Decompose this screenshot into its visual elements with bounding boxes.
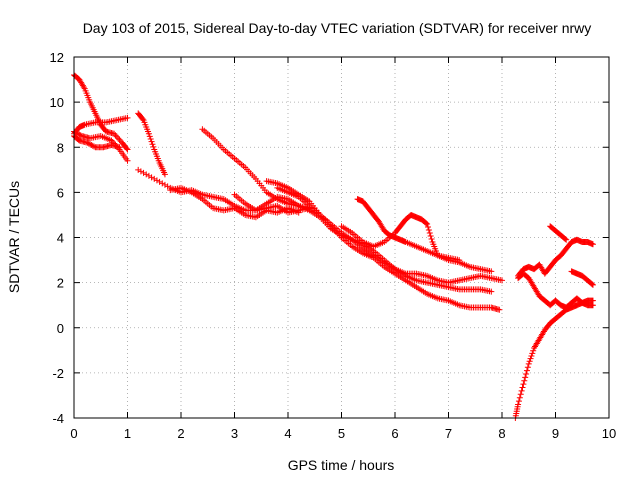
y-tick-label: 12 xyxy=(50,50,64,65)
data-point xyxy=(517,391,524,398)
data-point xyxy=(149,141,156,148)
y-tick-label: 0 xyxy=(57,321,64,336)
data-point xyxy=(424,223,431,230)
y-tick-label: 2 xyxy=(57,276,64,291)
data-point xyxy=(77,132,84,139)
x-tick-label: 4 xyxy=(284,426,291,441)
data-point xyxy=(524,364,531,371)
data-point xyxy=(499,277,505,284)
series-arc-17 xyxy=(547,223,570,243)
data-point xyxy=(456,257,463,264)
data-point xyxy=(426,229,433,236)
data-point xyxy=(161,171,168,178)
series-arc-11 xyxy=(274,184,495,295)
x-tick-label: 8 xyxy=(498,426,505,441)
data-point xyxy=(425,226,432,233)
y-axis-ticks: -4 -2 0 2 4 6 8 10 12 xyxy=(50,50,609,426)
series-arc-13 xyxy=(338,211,463,264)
data-point xyxy=(562,236,569,243)
data-point xyxy=(589,281,596,288)
data-point xyxy=(423,220,430,227)
data-point xyxy=(150,143,157,150)
data-point xyxy=(589,302,596,309)
data-point xyxy=(145,130,152,137)
data-point xyxy=(529,350,536,357)
series-arc-14 xyxy=(512,297,596,421)
data-point xyxy=(91,143,98,150)
data-point xyxy=(295,209,302,216)
data-point xyxy=(124,157,131,164)
data-point xyxy=(488,268,495,275)
data-series xyxy=(71,72,596,421)
y-tick-label: 10 xyxy=(50,95,64,110)
data-point xyxy=(515,398,522,405)
series-arc-4 xyxy=(71,132,123,151)
data-point xyxy=(496,306,503,313)
series-arc-3 xyxy=(71,128,131,164)
data-point xyxy=(488,288,495,295)
data-point xyxy=(523,367,530,374)
y-tick-label: 6 xyxy=(57,185,64,200)
data-point xyxy=(521,377,528,384)
data-point xyxy=(124,114,131,121)
x-tick-label: 10 xyxy=(602,426,616,441)
x-axis-ticks: 0 1 2 3 4 5 6 7 8 9 10 xyxy=(70,57,616,441)
data-point xyxy=(519,384,526,391)
data-point xyxy=(527,355,534,362)
y-tick-label: 4 xyxy=(57,231,64,246)
data-point xyxy=(147,135,154,142)
x-tick-label: 9 xyxy=(552,426,559,441)
data-point xyxy=(516,394,523,401)
data-point xyxy=(530,347,537,354)
series-arc-1 xyxy=(71,72,131,153)
x-tick-label: 6 xyxy=(391,426,398,441)
x-tick-label: 2 xyxy=(177,426,184,441)
x-tick-label: 1 xyxy=(124,426,131,441)
data-point xyxy=(526,358,533,365)
chart-title: Day 103 of 2015, Sidereal Day-to-day VTE… xyxy=(83,20,592,36)
data-point xyxy=(518,387,525,394)
data-point xyxy=(139,116,146,123)
x-tick-label: 5 xyxy=(338,426,345,441)
series-arc-18 xyxy=(568,268,596,288)
data-point xyxy=(427,232,434,239)
data-point xyxy=(563,236,570,243)
x-axis-label: GPS time / hours xyxy=(288,457,395,473)
data-point xyxy=(124,146,131,153)
data-point xyxy=(528,352,535,359)
series-arc-5 xyxy=(135,110,168,178)
data-point xyxy=(515,401,522,408)
x-tick-label: 0 xyxy=(70,426,77,441)
data-point xyxy=(522,374,529,381)
data-point xyxy=(523,371,530,378)
x-tick-label: 7 xyxy=(445,426,452,441)
data-point xyxy=(589,241,596,248)
data-point xyxy=(520,381,527,388)
data-point xyxy=(123,145,130,152)
data-point xyxy=(424,220,431,227)
data-point xyxy=(148,138,155,145)
data-point xyxy=(525,360,532,367)
data-point xyxy=(146,133,153,140)
y-tick-label: 8 xyxy=(57,140,64,155)
series-arc-7 xyxy=(167,184,302,221)
x-tick-label: 3 xyxy=(231,426,238,441)
data-point xyxy=(116,144,123,151)
data-point xyxy=(428,236,435,243)
y-axis-label: SDTVAR / TECUs xyxy=(6,181,22,293)
series-arc-15 xyxy=(515,236,596,279)
data-point xyxy=(589,281,596,288)
y-tick-label: -2 xyxy=(52,366,64,381)
series-arc-16 xyxy=(515,270,596,311)
y-tick-label: -4 xyxy=(52,411,64,426)
